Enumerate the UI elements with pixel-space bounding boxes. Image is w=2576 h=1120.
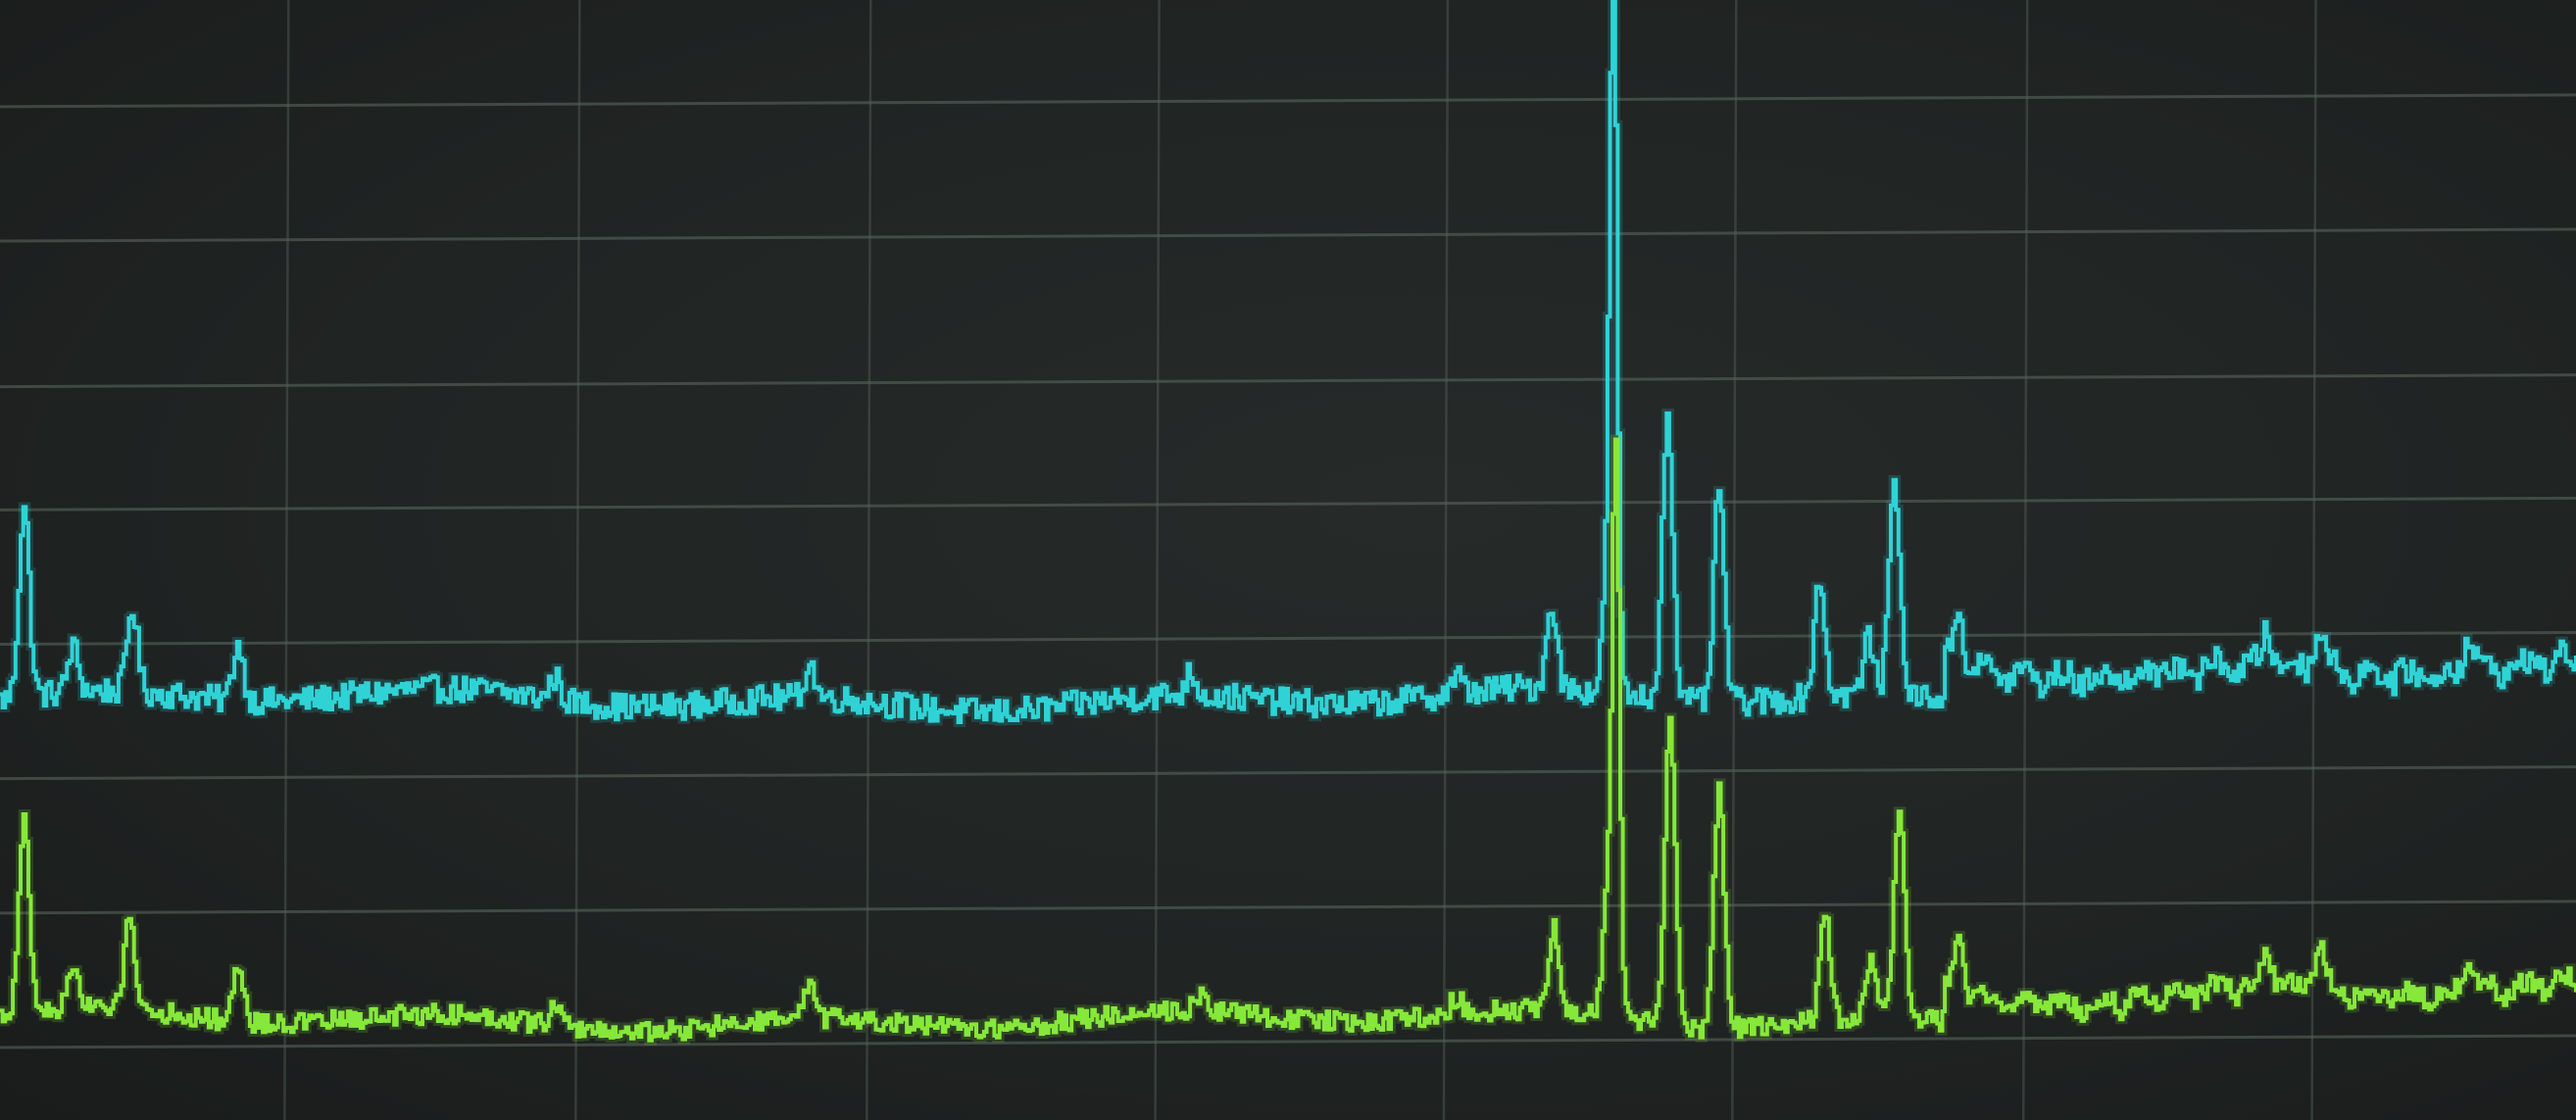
series-line-1 (0, 437, 2576, 1043)
gridline-v-5 (1731, 0, 1738, 1120)
gridline-v-1 (574, 0, 581, 1120)
gridline-h-4 (0, 496, 2576, 511)
gridline-v-2 (866, 0, 872, 1120)
gridline-v-7 (2310, 0, 2317, 1120)
gridline-v-3 (1154, 0, 1161, 1120)
gridline-h-5 (0, 373, 2576, 389)
trace-glow-1 (0, 434, 2576, 1046)
traces (0, 0, 2576, 1046)
gridline-v-0 (283, 0, 290, 1120)
gridline-v-6 (2021, 0, 2029, 1120)
gridline-h-3 (0, 631, 2576, 647)
gridline-h-7 (0, 93, 2576, 109)
trace-glow-0 (0, 0, 2576, 727)
gridline-h-0 (0, 1034, 2576, 1049)
gridline-h-1 (0, 900, 2576, 915)
gridline-v-4 (1442, 0, 1450, 1120)
gridline-h-2 (0, 765, 2576, 781)
series-line-0 (0, 0, 2576, 724)
gridline-h-6 (0, 227, 2576, 243)
